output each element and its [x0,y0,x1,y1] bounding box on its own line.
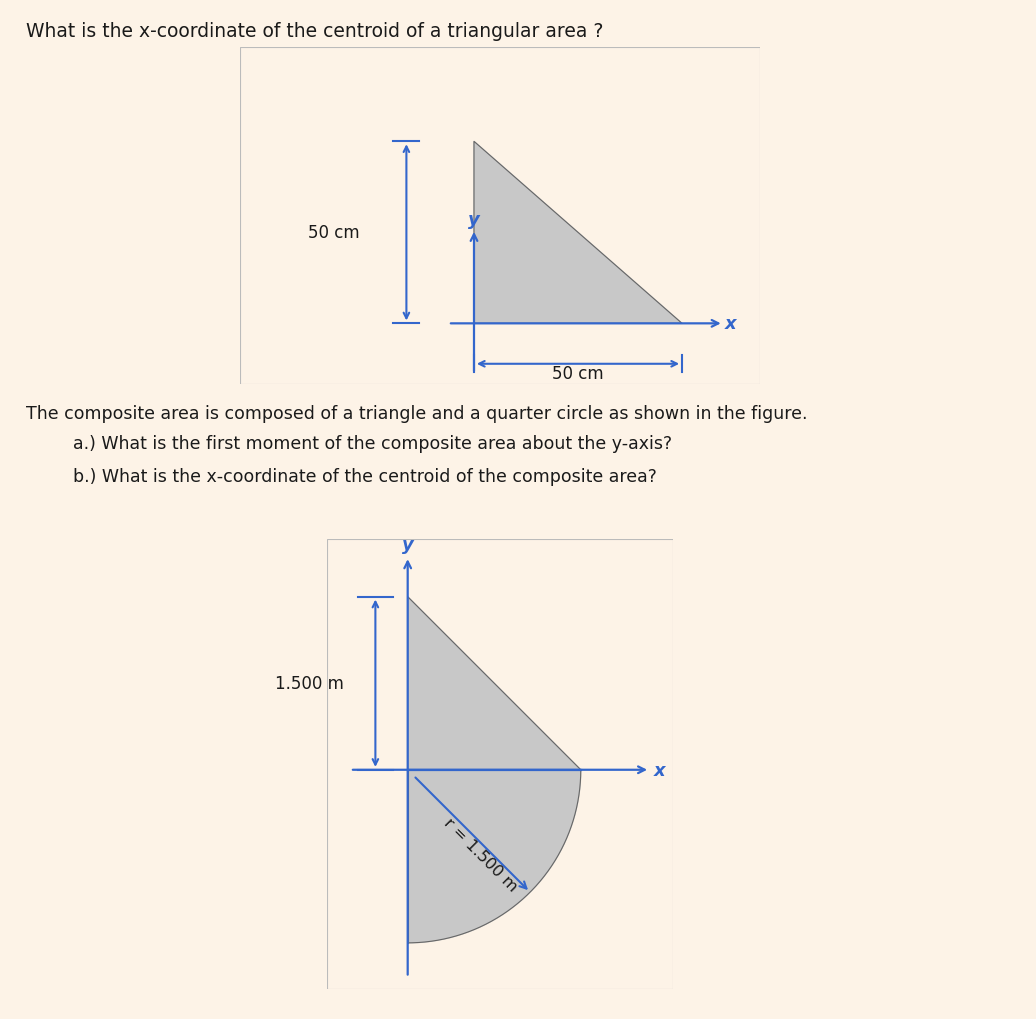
Polygon shape [408,597,581,770]
Polygon shape [474,143,682,324]
Text: 50 cm: 50 cm [552,365,604,383]
Text: b.) What is the x-coordinate of the centroid of the composite area?: b.) What is the x-coordinate of the cent… [73,468,657,485]
Text: 1.500 m: 1.500 m [276,675,344,693]
Text: r = 1.500 m: r = 1.500 m [441,815,520,894]
Text: The composite area is composed of a triangle and a quarter circle as shown in th: The composite area is composed of a tria… [26,405,807,423]
Polygon shape [408,770,581,943]
Text: y: y [402,535,413,553]
Text: x: x [654,761,665,779]
Text: x: x [725,315,737,333]
Text: What is the x-coordinate of the centroid of a triangular area ?: What is the x-coordinate of the centroid… [26,22,603,41]
Text: a.) What is the first moment of the composite area about the y-axis?: a.) What is the first moment of the comp… [73,434,671,452]
Text: y: y [468,211,480,228]
Text: 50 cm: 50 cm [308,224,359,243]
